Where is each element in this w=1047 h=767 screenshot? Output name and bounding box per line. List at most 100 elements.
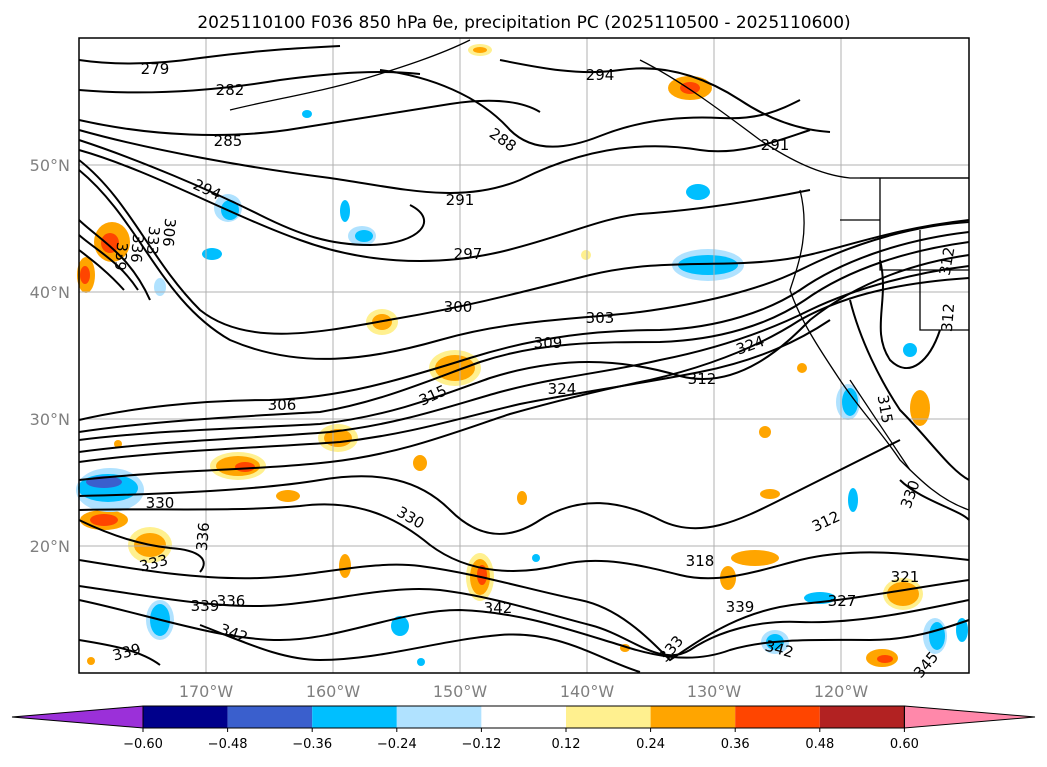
contour-300	[78, 159, 970, 335]
lat-label: 40°N	[30, 283, 70, 302]
precip-patch	[221, 200, 239, 220]
precip-patch	[339, 554, 351, 578]
contour-318	[78, 319, 831, 463]
precip-patch	[678, 255, 738, 275]
colorbar-tick-label: −0.60	[123, 737, 163, 752]
lon-label: 170°W	[179, 682, 234, 701]
contour-south-1	[78, 519, 205, 573]
coastlines	[229, 39, 970, 511]
lat-label: 20°N	[30, 537, 70, 556]
contour-294a	[78, 139, 425, 247]
colorbar-tick-label: 0.60	[890, 737, 919, 752]
contour-297	[78, 149, 811, 263]
contour-label: 324	[548, 380, 577, 398]
precip-patch	[477, 565, 487, 585]
contour-label: 336	[127, 233, 147, 263]
contour-label: 282	[216, 81, 245, 99]
contour-324	[78, 277, 970, 481]
contour-label: 309	[534, 334, 563, 352]
precip-patch	[877, 655, 893, 663]
map-background	[79, 38, 969, 673]
precip-patch	[517, 491, 527, 505]
precip-patch	[235, 462, 255, 472]
contour-label: 279	[141, 60, 170, 78]
contour-294b	[499, 59, 831, 133]
precip-patch	[417, 658, 425, 666]
contour-east-1	[879, 259, 941, 370]
precip-patch	[355, 230, 373, 242]
precip-patch	[731, 550, 779, 566]
contour-282	[78, 71, 421, 94]
contour-label: 291	[446, 191, 475, 209]
contour-side-3	[78, 249, 125, 291]
precip-patch	[87, 657, 95, 665]
contour-label: 333	[143, 225, 163, 255]
figure-title: 2025110100 F036 850 hPa θe, precipitatio…	[197, 13, 850, 33]
contour-label: 336	[193, 522, 213, 552]
precip-patch	[532, 554, 540, 562]
lon-label: 140°W	[560, 682, 615, 701]
precip-patch	[154, 278, 166, 296]
contour-east-2	[849, 299, 970, 481]
colorbar-segment	[566, 706, 651, 728]
contour-label: 330	[146, 494, 175, 512]
contour-side-2	[78, 234, 139, 291]
contour-label: 312	[936, 245, 959, 276]
colorbar-segment	[481, 706, 566, 728]
contour-339	[78, 599, 970, 659]
precip-patch	[302, 110, 312, 118]
contour-303	[78, 169, 970, 360]
contour-label: 297	[454, 245, 483, 263]
precip-patch	[848, 488, 858, 512]
lon-label: 120°W	[814, 682, 869, 701]
lat-label: 30°N	[30, 410, 70, 429]
precip-patch	[391, 616, 409, 636]
contour-label: 315	[874, 393, 897, 424]
colorbar-segment	[396, 706, 482, 728]
contour-342	[199, 624, 641, 673]
precip-patch	[114, 440, 122, 448]
coastline-alaska	[229, 39, 471, 111]
precip-patch	[80, 266, 90, 284]
lon-label: 150°W	[433, 682, 488, 701]
colorbar-segment	[650, 706, 736, 728]
precip-patch	[910, 390, 930, 426]
colorbar-tick-label: −0.36	[292, 737, 332, 752]
precip-patch	[340, 200, 350, 222]
contour-label: 339	[726, 598, 755, 616]
contour-label: 291	[761, 136, 790, 154]
precip-patch	[797, 363, 807, 373]
colorbar-tick-label: 0.24	[636, 737, 665, 752]
colorbar-segment	[143, 706, 228, 728]
contour-312	[78, 254, 970, 441]
contour-306	[78, 231, 970, 421]
theta-e-contours	[78, 45, 970, 673]
colorbar-tick-label: 0.48	[805, 737, 834, 752]
precip-patch	[413, 455, 427, 471]
colorbar: −0.60 −0.48 −0.36 −0.24 −0.12 0.12 0.24 0.36 0.4…	[11, 705, 1036, 752]
contour-label: 306	[159, 217, 179, 247]
contour-label: 339	[191, 597, 220, 615]
precip-patch	[90, 514, 118, 526]
contour-333	[78, 559, 970, 662]
contour-285	[78, 99, 541, 136]
colorbar-tick-label: −0.12	[461, 737, 501, 752]
contour-330a	[78, 439, 901, 535]
contour-label: 339	[111, 241, 131, 271]
coastline-baja	[849, 379, 911, 471]
contour-label: 318	[686, 552, 715, 570]
contour-315	[78, 265, 970, 453]
colorbar-tick-label: −0.48	[208, 737, 248, 752]
contour-sw	[78, 639, 161, 666]
precip-patch	[276, 490, 300, 502]
colorbar-segment	[227, 706, 313, 728]
lat-label: 50°N	[30, 156, 70, 175]
contour-label: 300	[444, 298, 473, 316]
precip-patch	[903, 343, 917, 357]
colorbar-tick-label: 0.12	[552, 737, 581, 752]
colorbar-frame	[142, 705, 905, 729]
lon-label: 130°W	[687, 682, 742, 701]
contour-side-1	[78, 219, 151, 301]
gridlines	[79, 38, 969, 673]
contour-279	[78, 45, 341, 65]
